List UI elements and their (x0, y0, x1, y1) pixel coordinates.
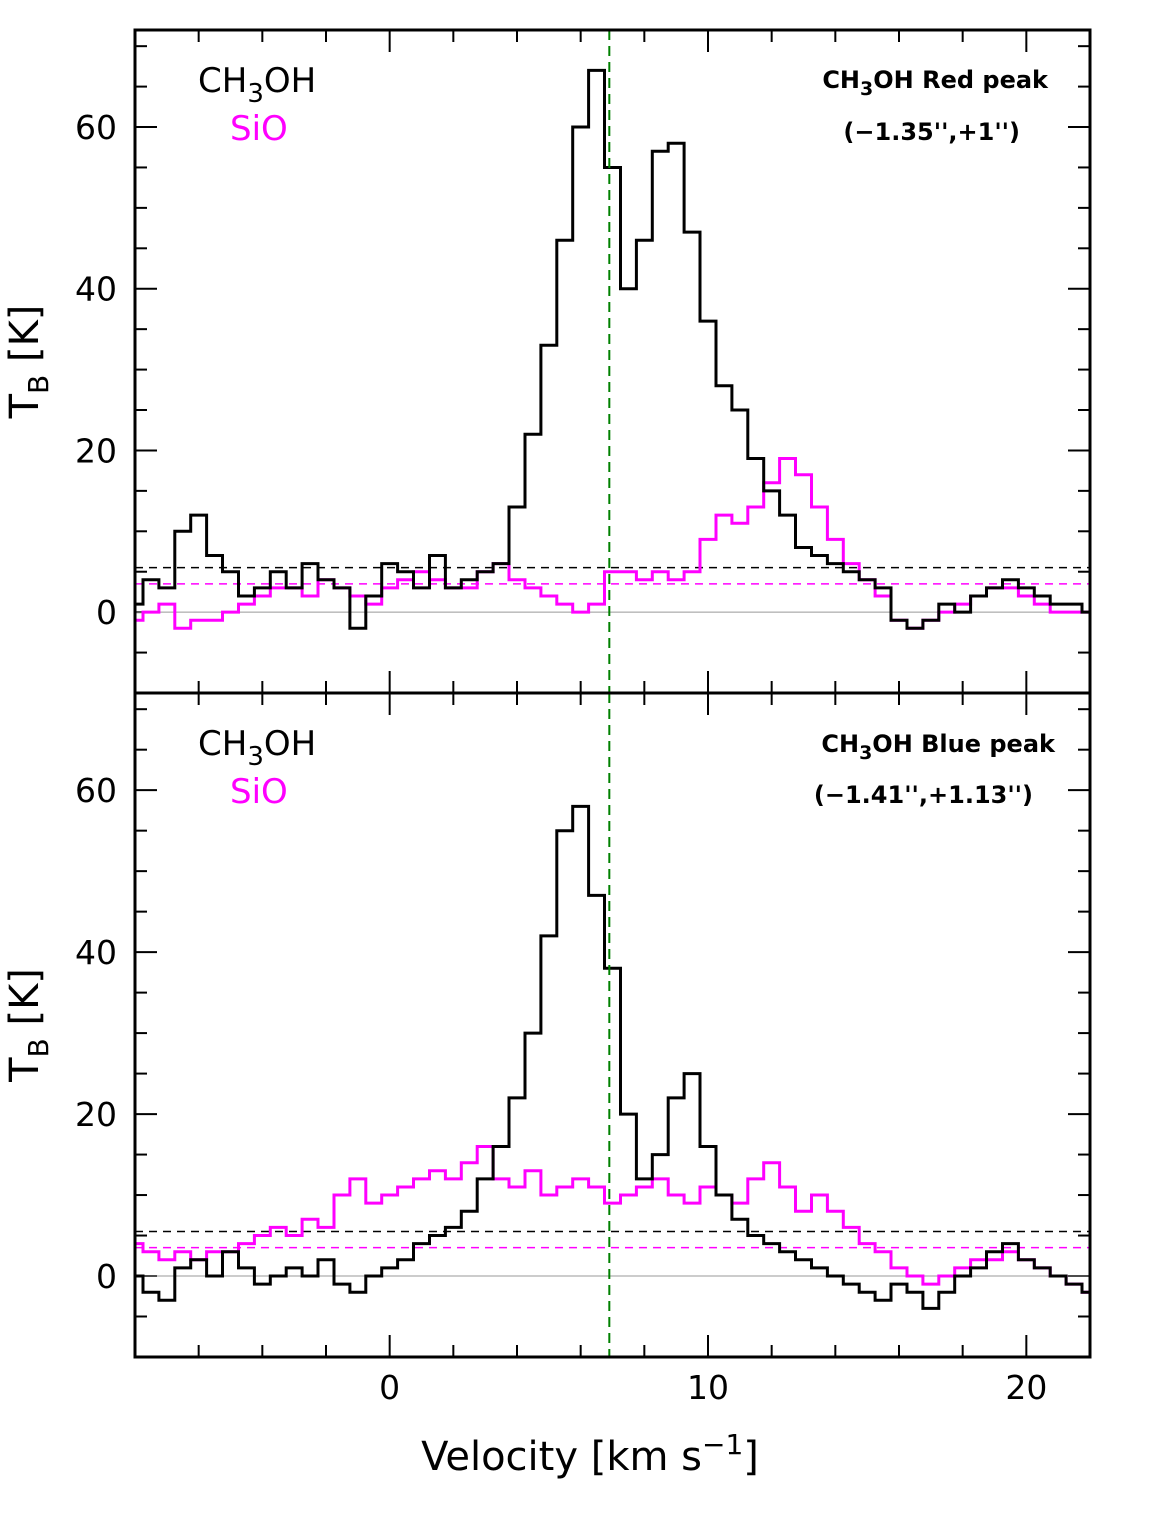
bottom-panel-ch3oh-spectrum (135, 804, 1090, 1310)
top-panel-y-tick-label: 20 (75, 431, 117, 470)
top-panel-legend-sio: SiO (230, 109, 288, 149)
top-panel-annotation-title: CH3OH Red peak (822, 66, 1049, 100)
bottom-panel-annotation-offset: (−1.41'',+1.13'') (814, 781, 1033, 809)
bottom-panel-ticks (135, 693, 1091, 1357)
bottom-panel-y-axis-title: TB [K] (2, 968, 55, 1083)
bottom-panel-y-tick-label: 0 (96, 1257, 117, 1296)
bottom-panel-sio-spectrum (135, 1145, 1090, 1294)
bottom-panel-x-tick-labels: 0 10 20 (379, 1368, 1047, 1407)
x-tick-label: 20 (1005, 1368, 1047, 1407)
bottom-panel-y-tick-label: 60 (75, 771, 117, 810)
bottom-panel: 0 20 40 60 0 10 20 TB [K] CH3OH SiO CH3OH Blu… (2, 691, 1092, 1407)
top-panel-y-axis-title: TB [K] (2, 305, 55, 420)
bottom-panel-legend-ch3oh: CH3OH (198, 724, 316, 772)
top-panel-y-tick-label: 0 (96, 593, 117, 632)
x-tick-label: 10 (687, 1368, 729, 1407)
top-panel-y-tick-label: 40 (75, 270, 117, 309)
x-tick-label: 0 (379, 1368, 400, 1407)
bottom-panel-frame (133, 691, 1092, 1359)
top-panel-annotation-offset: (−1.35'',+1'') (843, 118, 1020, 146)
top-panel-y-tick-labels: 0 20 40 60 (75, 108, 117, 632)
top-panel-y-tick-label: 60 (75, 108, 117, 147)
bottom-panel-annotation-title: CH3OH Blue peak (821, 730, 1056, 764)
bottom-panel-y-tick-label: 20 (75, 1095, 117, 1134)
bottom-panel-y-tick-label: 40 (75, 933, 117, 972)
top-panel-ticks (135, 30, 1091, 693)
bottom-panel-y-tick-labels: 0 20 40 60 (75, 771, 117, 1296)
x-axis-title: Velocity [km s−1] (421, 1428, 759, 1480)
top-panel-ch3oh-spectrum (135, 68, 1090, 630)
bottom-panel-legend-sio: SiO (230, 772, 288, 812)
top-panel-legend-ch3oh: CH3OH (198, 61, 316, 109)
